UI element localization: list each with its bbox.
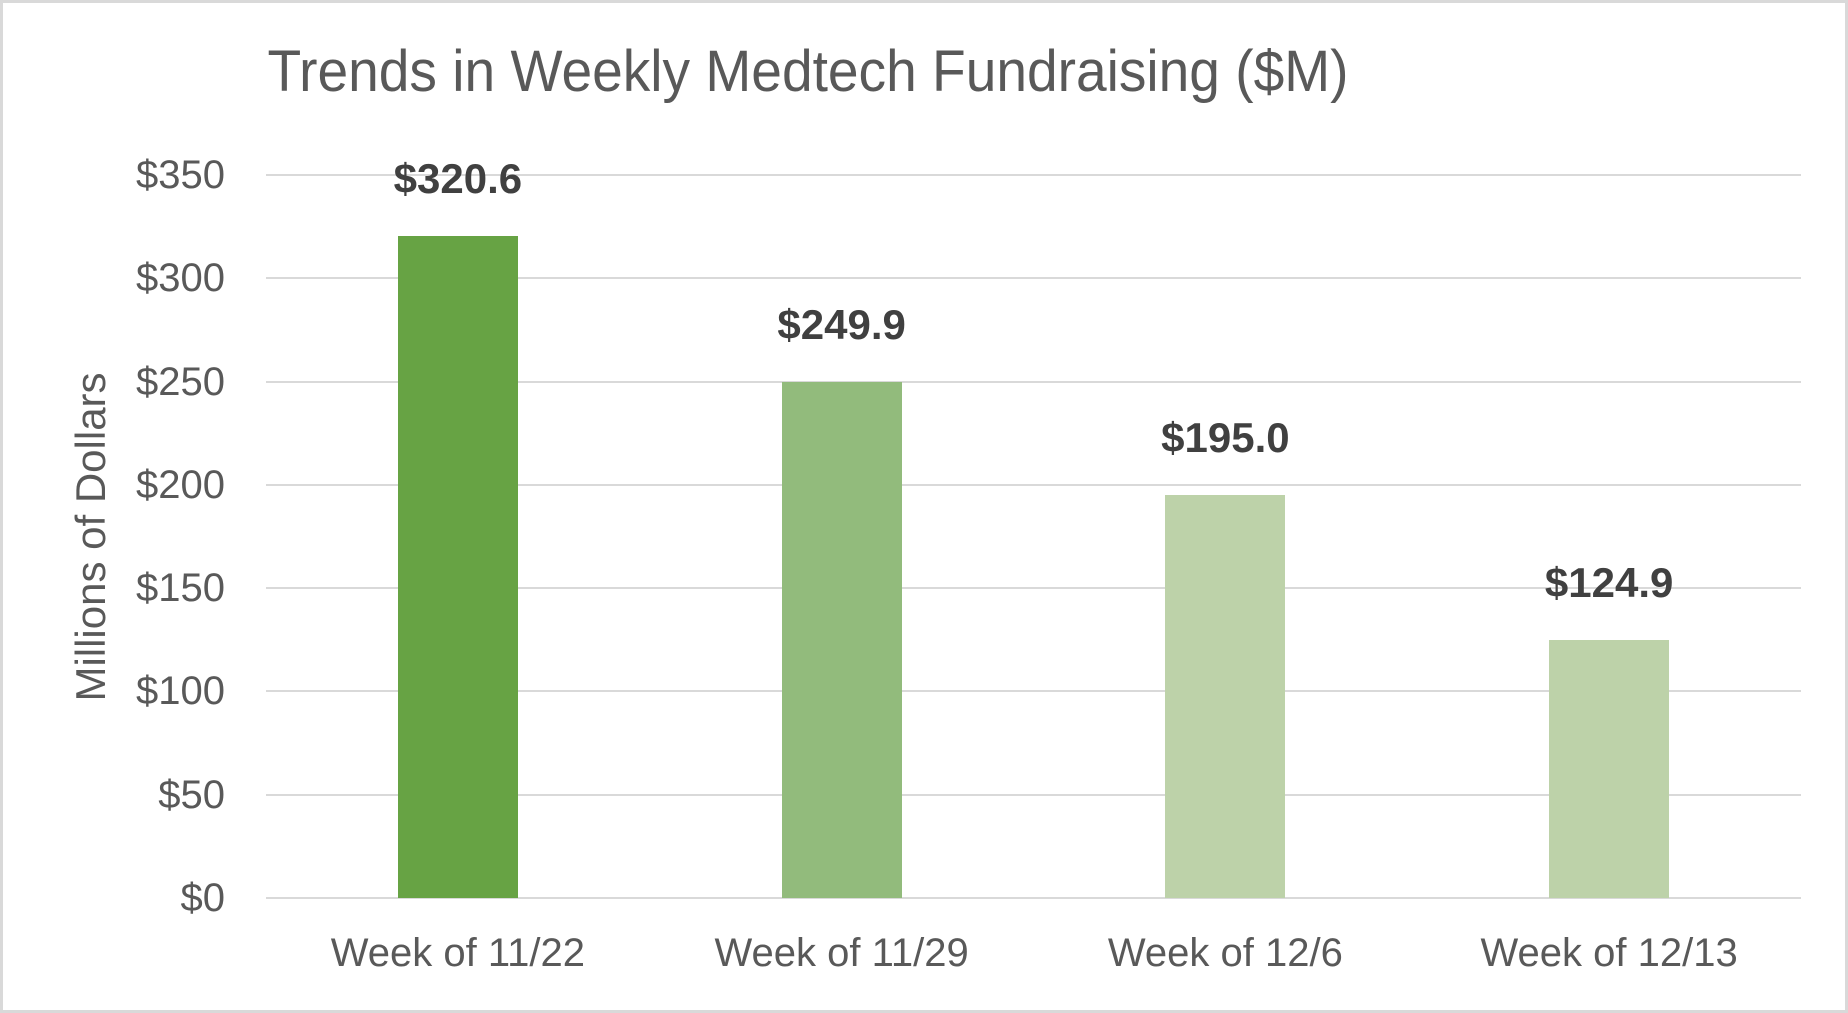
bar-week-of-11-29 — [781, 381, 902, 898]
gridline — [266, 174, 1801, 176]
y-axis-tick-label: $0 — [180, 876, 226, 920]
gridline — [266, 380, 1801, 383]
data-label: $124.9 — [1544, 558, 1674, 606]
bar-week-of-11-22 — [397, 235, 518, 898]
x-axis-category-label: Week of 12/13 — [1480, 931, 1738, 975]
y-axis-tick-label: $250 — [136, 359, 225, 404]
gridline — [266, 483, 1801, 486]
y-axis-tick-label: $350 — [136, 153, 225, 197]
gridline — [266, 690, 1801, 693]
y-axis-tick-label: $300 — [136, 256, 225, 301]
bar-week-of-12-13 — [1549, 639, 1670, 898]
y-axis-tick-label: $50 — [158, 772, 225, 817]
y-axis-tick-label: $100 — [136, 669, 225, 714]
y-axis-tick-label: $200 — [136, 462, 225, 507]
bar-week-of-12-6 — [1165, 495, 1286, 898]
x-axis-category-label: Week of 11/22 — [330, 931, 585, 975]
gridline — [266, 277, 1801, 280]
gridline — [266, 793, 1801, 796]
data-label: $320.6 — [393, 154, 523, 202]
data-label: $249.9 — [777, 300, 906, 348]
gridline — [266, 897, 1801, 899]
chart-title: Trends in Weekly Medtech Fundraising ($M… — [267, 39, 1349, 104]
y-axis-tick-label: $150 — [136, 566, 225, 611]
gridline — [266, 587, 1801, 590]
plot-area: $0 $50 $100 $150 $200 $250 $300 $350 $320.6 Week … — [3, 3, 1845, 1010]
x-axis-category-label: Week of 11/29 — [714, 931, 969, 975]
data-label: $195.0 — [1161, 414, 1290, 462]
x-axis-category-label: Week of 12/6 — [1107, 931, 1343, 975]
